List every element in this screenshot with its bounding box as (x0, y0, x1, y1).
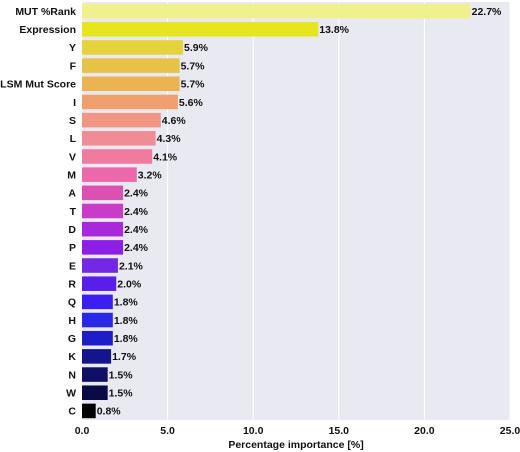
bar (82, 240, 124, 255)
bar (82, 203, 124, 219)
category-label: D (68, 224, 76, 236)
bars (82, 3, 471, 419)
bar (82, 276, 117, 291)
bar (82, 131, 156, 146)
x-tick-label: 25.0 (500, 425, 520, 437)
value-label: 5.9% (184, 42, 209, 54)
bar (82, 385, 108, 401)
x-tick-labels: 0.0 5.0 10.0 15.0 20.0 25.0 (75, 425, 520, 437)
category-label: M (67, 169, 76, 181)
category-label: A (68, 188, 76, 200)
value-label: 4.1% (153, 151, 178, 163)
x-tick-label: 20.0 (414, 425, 435, 437)
bar (82, 94, 178, 110)
bar (82, 294, 113, 310)
value-label: 2.1% (119, 260, 144, 272)
category-label: E (69, 260, 76, 272)
x-tick-label: 0.0 (75, 425, 90, 437)
bar (82, 76, 180, 92)
value-label: 5.7% (181, 79, 206, 91)
category-label: P (69, 242, 76, 254)
value-label: 1.8% (114, 297, 139, 309)
value-label: 1.5% (109, 369, 134, 381)
value-label: 2.4% (124, 224, 149, 236)
category-label: N (68, 369, 76, 381)
category-label: L (70, 133, 77, 145)
value-label: 13.8% (319, 24, 349, 36)
value-label: 2.4% (124, 188, 149, 200)
category-label: G (68, 333, 76, 345)
value-label: 22.7% (472, 6, 502, 18)
bar (82, 167, 137, 182)
bar (82, 112, 161, 128)
bar (82, 330, 113, 346)
category-label: S (69, 115, 76, 127)
bar (82, 258, 118, 273)
bar (82, 367, 108, 382)
x-tick-label: 15.0 (329, 425, 350, 437)
value-label: 1.8% (114, 315, 139, 327)
value-label: 3.2% (138, 169, 163, 181)
value-label: 1.8% (114, 333, 139, 345)
value-label: 2.4% (124, 206, 149, 218)
category-label: I (73, 97, 76, 109)
x-tick-label: 5.0 (160, 425, 175, 437)
bar (82, 21, 319, 37)
bar (82, 349, 112, 364)
value-label: 2.4% (124, 242, 149, 254)
category-label: Q (68, 297, 76, 309)
category-label: R (68, 278, 76, 290)
x-tick-label: 10.0 (243, 425, 264, 437)
category-label: C (68, 406, 76, 418)
value-label: 1.7% (112, 351, 137, 363)
value-label: 0.8% (97, 406, 122, 418)
category-label: MUT %Rank (15, 6, 76, 18)
value-label: 4.3% (157, 133, 182, 145)
category-label: T (70, 206, 77, 218)
value-label: 5.7% (181, 60, 206, 72)
bar (82, 40, 184, 55)
category-label: V (69, 151, 76, 163)
category-label: Y (69, 42, 76, 54)
category-label: BLSM Mut Score (0, 79, 76, 91)
value-labels: 22.7% 13.8% 5.9% 5.7% 5.7% 5.6% 4.6% 4.3% 4.1% 3.… (97, 6, 502, 418)
category-label: K (68, 351, 76, 363)
value-label: 5.6% (179, 97, 204, 109)
category-labels: MUT %Rank Expression YF BLSM Mut Score ISLVM… (0, 6, 77, 418)
category-label: F (70, 60, 77, 72)
x-axis-title: Percentage importance [%] (228, 439, 363, 451)
bar (82, 3, 471, 19)
category-label: H (68, 315, 76, 327)
bar (82, 185, 124, 201)
bar (82, 403, 96, 419)
bar (82, 312, 113, 328)
value-label: 4.6% (162, 115, 187, 127)
bar (82, 58, 180, 73)
bar (82, 221, 124, 237)
category-label: W (66, 388, 76, 400)
bar (82, 149, 153, 164)
value-label: 1.5% (109, 388, 134, 400)
value-label: 2.0% (117, 278, 142, 290)
category-label: Expression (19, 24, 76, 36)
